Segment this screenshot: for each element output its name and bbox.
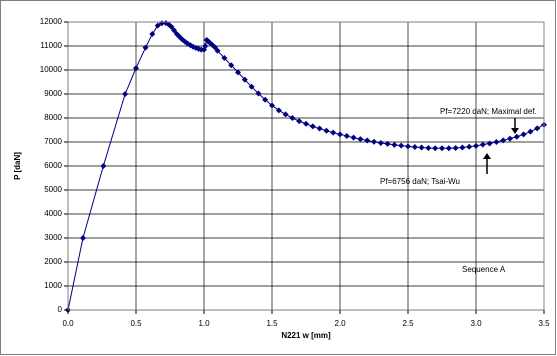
data-point <box>323 127 330 134</box>
y-tick-label: 9000 <box>44 89 62 98</box>
annotation: Pf=7220 daN; Maximal def. <box>440 107 537 116</box>
y-tick-label: 0 <box>58 305 63 314</box>
y-tick-label: 5000 <box>44 185 62 194</box>
data-point <box>303 120 309 127</box>
data-point <box>377 139 384 146</box>
annotation: Sequence A <box>462 265 506 274</box>
data-point <box>343 133 350 139</box>
annotation-arrowhead <box>511 128 519 134</box>
data-point <box>275 107 282 114</box>
data-point <box>371 138 377 145</box>
y-tick-label: 3000 <box>44 233 62 242</box>
data-point <box>337 131 343 138</box>
data-point <box>520 131 527 138</box>
data-point <box>364 137 371 144</box>
data-point <box>142 44 149 51</box>
data-point <box>316 125 323 132</box>
data-point <box>149 31 156 37</box>
data-point <box>418 144 425 151</box>
y-axis-title: P [daN] <box>13 152 22 180</box>
data-point <box>479 141 486 148</box>
data-point <box>235 69 241 76</box>
data-point <box>330 129 337 136</box>
data-point <box>452 145 459 151</box>
data-point <box>282 111 289 118</box>
data-point <box>527 128 534 135</box>
data-point <box>79 235 86 241</box>
x-axis-title: N221 w [mm] <box>281 331 331 340</box>
data-point <box>486 140 493 147</box>
data-point <box>513 133 520 140</box>
y-tick-label: 12000 <box>40 17 63 26</box>
data-point <box>241 76 248 83</box>
data-point <box>289 115 296 121</box>
data-point <box>445 145 452 152</box>
data-point <box>507 135 513 142</box>
data-point <box>202 43 209 49</box>
data-point <box>309 123 316 130</box>
y-tick-label: 6000 <box>44 161 62 170</box>
data-point <box>214 47 221 54</box>
data-point <box>171 27 178 34</box>
data-point <box>100 163 107 169</box>
x-tick-label: 2.0 <box>334 319 346 328</box>
data-point <box>221 55 228 61</box>
y-tick-label: 10000 <box>40 65 63 74</box>
data-point <box>466 143 473 150</box>
data-point <box>357 136 364 143</box>
data-point <box>255 90 262 97</box>
data-point <box>405 143 411 150</box>
data-point <box>262 96 269 103</box>
x-tick-label: 1.5 <box>266 319 278 328</box>
x-tick-label: 3.0 <box>470 319 482 328</box>
data-point <box>168 23 175 30</box>
x-tick-label: 0.0 <box>62 319 74 328</box>
data-point <box>248 83 255 90</box>
data-point <box>432 145 439 152</box>
y-tick-label: 7000 <box>44 137 62 146</box>
y-tick-label: 4000 <box>44 209 62 218</box>
data-point <box>269 102 275 109</box>
data-point <box>411 144 418 151</box>
data-point <box>384 140 391 147</box>
x-tick-label: 3.5 <box>538 319 550 328</box>
data-point <box>211 44 218 51</box>
data-point <box>296 118 303 125</box>
y-tick-label: 1000 <box>44 281 62 290</box>
data-point <box>439 145 445 152</box>
annotation-arrowhead <box>483 153 491 159</box>
data-point <box>154 22 161 29</box>
data-point <box>459 144 466 151</box>
data-point <box>473 142 479 149</box>
data-point <box>500 137 507 144</box>
y-tick-label: 8000 <box>44 113 62 122</box>
data-point <box>122 91 129 97</box>
y-tick-label: 2000 <box>44 257 62 266</box>
data-point <box>425 145 432 151</box>
data-point <box>350 134 357 141</box>
data-point <box>228 62 235 69</box>
x-tick-label: 0.5 <box>130 319 142 328</box>
data-point <box>534 125 541 132</box>
data-point <box>391 141 398 148</box>
x-tick-label: 1.0 <box>198 319 210 328</box>
annotation: Pf=6756 daN; Tsai-Wu <box>380 177 460 186</box>
data-point <box>398 142 405 149</box>
x-tick-label: 2.5 <box>402 319 414 328</box>
data-point <box>493 139 500 145</box>
data-point <box>133 65 139 72</box>
y-tick-label: 11000 <box>40 41 62 50</box>
